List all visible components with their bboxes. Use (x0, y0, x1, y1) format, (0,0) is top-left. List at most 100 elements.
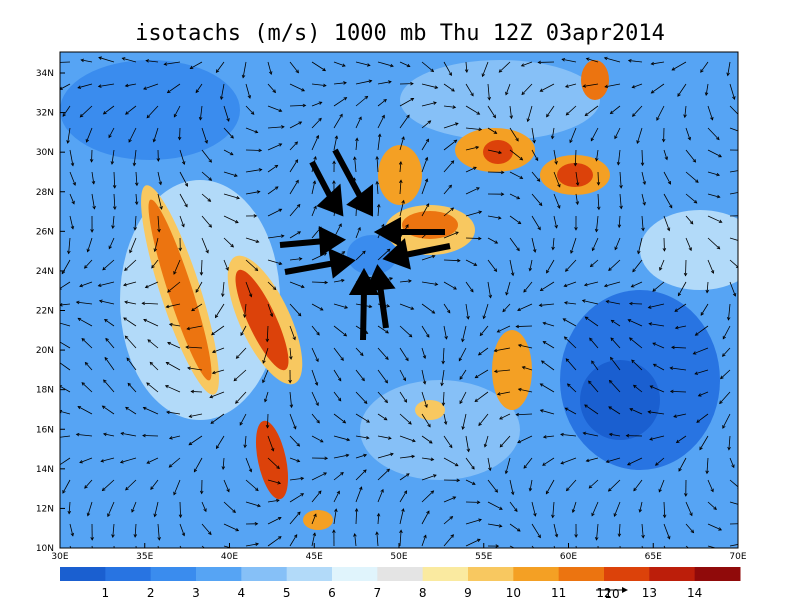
wind-arrow (543, 435, 555, 438)
wind-arrow-head (134, 182, 139, 187)
wind-arrow (663, 215, 670, 231)
colorbar-label: 13 (642, 586, 657, 600)
wind-arrow (589, 337, 599, 349)
wind-arrow-head (596, 182, 601, 186)
wind-arrow (355, 250, 366, 261)
wind-arrow (179, 523, 185, 536)
wind-arrow-head (188, 414, 193, 418)
wind-arrow-head (67, 510, 72, 515)
wind-arrow (729, 105, 738, 115)
wind-arrow (60, 303, 71, 306)
wind-arrow-head (716, 136, 720, 141)
wind-arrow (201, 523, 212, 535)
wind-arrow-head (710, 270, 715, 274)
wind-arrow (199, 105, 203, 120)
wind-arrow (685, 127, 691, 140)
wind-arrow (728, 435, 731, 450)
wind-arrow (696, 413, 709, 423)
wind-arrow (729, 170, 738, 173)
wind-arrow-head (250, 111, 255, 115)
wind-arrow-head (163, 62, 168, 66)
wind-arrow-head (616, 161, 621, 166)
wind-arrow (465, 167, 477, 173)
wind-arrow-head (727, 446, 731, 451)
wind-arrow-head (151, 264, 155, 269)
wind-arrow-head (423, 534, 427, 539)
wind-arrow-head (60, 86, 63, 90)
wind-arrow (333, 391, 342, 402)
wind-arrow-head (497, 216, 502, 220)
wind-arrow (641, 171, 646, 185)
wind-arrow (240, 325, 247, 336)
wind-arrow-head (471, 465, 475, 470)
wind-arrow-head (150, 486, 154, 491)
wind-arrow-head (381, 114, 385, 119)
wind-arrow (146, 105, 159, 118)
wind-arrow (355, 347, 364, 356)
wind-arrow (267, 61, 272, 75)
wind-arrow-head (585, 57, 590, 61)
wind-arrow-head (498, 150, 503, 155)
wind-arrow (267, 83, 276, 93)
wind-arrow-head (77, 85, 82, 89)
wind-arrow-head (190, 389, 195, 394)
wind-arrow-head (77, 317, 82, 322)
wind-arrow (465, 187, 480, 195)
wind-arrow (722, 347, 731, 357)
wind-arrow (494, 369, 511, 372)
wind-arrow-head (187, 366, 191, 371)
wind-arrow (729, 544, 738, 547)
wind-arrow (157, 171, 162, 185)
wind-arrow-head (557, 205, 561, 209)
wind-arrow (216, 61, 225, 73)
wind-arrow-head (300, 493, 305, 497)
wind-arrow-head (167, 341, 171, 346)
wind-arrow-head (178, 247, 183, 252)
colorbar-label: 9 (464, 586, 472, 600)
wind-arrow-head (211, 553, 214, 556)
wind-arrow (169, 323, 181, 327)
wind-arrow (539, 303, 555, 306)
wind-arrow (157, 193, 163, 210)
wind-arrow (267, 259, 282, 265)
wind-arrow-head (631, 85, 636, 89)
wind-arrow (189, 413, 203, 418)
wind-arrow (165, 385, 181, 393)
wind-arrow (685, 501, 693, 516)
wind-arrow-head (389, 277, 394, 281)
latitude-label: 12N (36, 504, 54, 514)
wind-arrow (565, 407, 577, 415)
wind-arrow-head (739, 239, 742, 242)
wind-arrow-head (70, 532, 75, 537)
wind-arrow-head (649, 437, 653, 441)
wind-arrow (474, 391, 489, 402)
wind-arrow-head (481, 73, 485, 78)
wind-arrow-head (125, 486, 129, 491)
wind-arrow (443, 496, 456, 503)
wind-arrow-head (689, 220, 694, 225)
wind-arrow (610, 105, 621, 114)
wind-arrow (355, 138, 358, 151)
wind-arrow (223, 523, 239, 532)
wind-arrow-head (575, 201, 580, 206)
latitude-label: 10N (36, 544, 54, 554)
wind-arrow-head (112, 206, 117, 210)
wind-arrow (134, 215, 137, 230)
wind-arrow (465, 457, 475, 470)
wind-arrow (509, 105, 512, 119)
wind-arrow-head (214, 314, 219, 319)
wind-arrow (125, 479, 137, 491)
wind-arrow (443, 122, 459, 129)
wind-arrow-head (637, 250, 641, 255)
wind-arrow (289, 105, 306, 107)
wind-arrow (618, 523, 621, 537)
wind-arrow (376, 181, 379, 195)
wind-arrow-head (671, 67, 676, 71)
wind-arrow-head (84, 485, 88, 489)
wind-arrow (509, 193, 520, 200)
wind-arrow-head (617, 224, 622, 229)
wind-arrow-head (474, 398, 479, 403)
wind-arrow (245, 457, 252, 472)
wind-arrow (355, 227, 361, 239)
wind-arrow (443, 160, 455, 173)
